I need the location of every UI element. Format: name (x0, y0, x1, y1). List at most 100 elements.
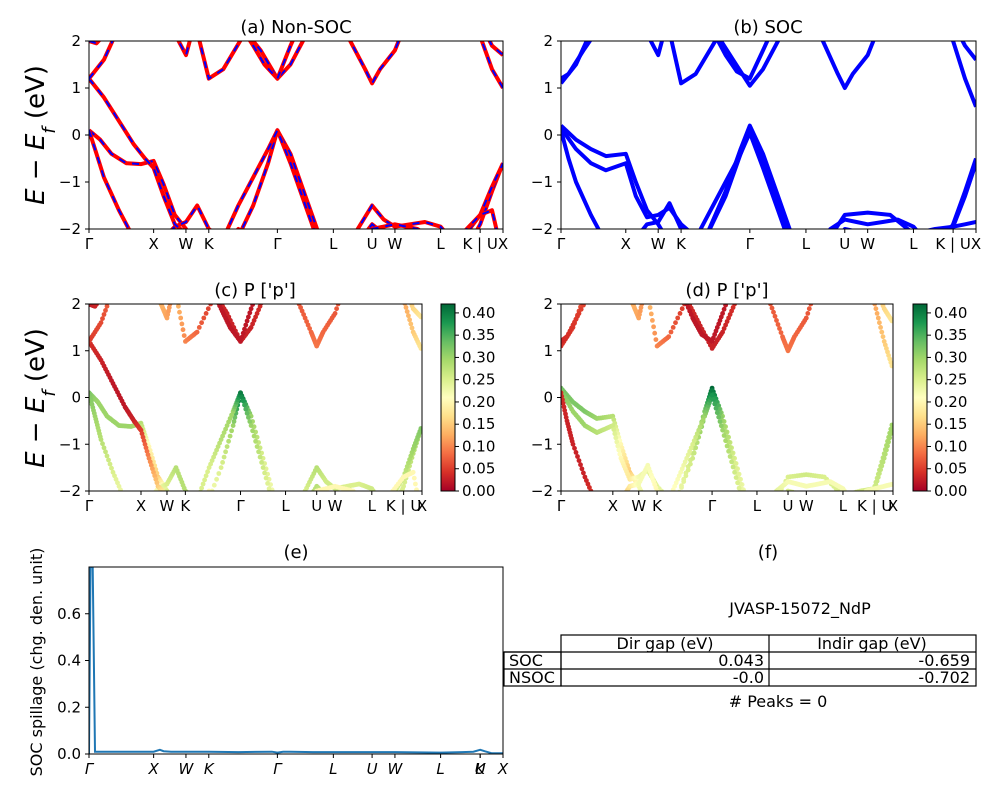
band-point (827, 521, 832, 526)
x-tick-label: X (971, 235, 981, 253)
band-point (210, 492, 215, 497)
band-point (678, 490, 680, 491)
band-point (287, 254, 292, 259)
band-point (727, 454, 733, 459)
band-point (103, 290, 108, 295)
band-point (813, 269, 818, 274)
band-point (650, 517, 655, 522)
peaks-count: # Peaks = 0 (729, 692, 828, 711)
band-point (886, 439, 891, 445)
band-point (735, 480, 740, 486)
x-tick-label: W (631, 497, 646, 515)
band-point (192, 510, 197, 515)
band-point (399, 294, 404, 299)
band-point (889, 318, 893, 324)
colorbar-tick-label: 0.20 (934, 393, 967, 411)
band-point (374, 257, 379, 262)
colorbar (440, 303, 456, 492)
x-tick-label: U (783, 497, 794, 515)
band-point (175, 515, 180, 520)
band-point (766, 519, 771, 524)
band-point (409, 325, 415, 331)
band-point (219, 503, 224, 508)
band-point (831, 526, 836, 531)
band-point (758, 267, 763, 272)
band-point (292, 527, 297, 532)
x-tick-label: U (367, 760, 378, 778)
band-point (116, 276, 121, 281)
x-tick-label: Γ (273, 760, 283, 778)
band-point (648, 279, 653, 284)
band-point (246, 314, 251, 320)
x-tick-label: Γ (236, 497, 245, 515)
band-point (671, 490, 673, 491)
band-point (771, 309, 776, 315)
y-tick-label: −2 (531, 220, 553, 238)
band-point (295, 523, 300, 528)
band-point (164, 490, 166, 491)
band-point (366, 257, 371, 262)
band-point (779, 270, 784, 275)
band-point (104, 453, 110, 459)
band-point (182, 515, 187, 520)
band-point (720, 329, 725, 335)
band-point (187, 490, 189, 491)
band-point (877, 295, 882, 300)
band-point (326, 274, 331, 279)
band-point (120, 270, 125, 275)
band-point (615, 443, 621, 449)
band-point (103, 449, 108, 455)
band-point (213, 496, 218, 501)
band-point (615, 262, 620, 267)
band-point (741, 492, 746, 497)
x-tick-label: Γ (708, 497, 717, 515)
band-point (180, 327, 186, 333)
band-point (401, 283, 406, 288)
band-point (627, 291, 632, 296)
band-point (878, 298, 883, 303)
band-point (273, 507, 278, 512)
band-point (231, 509, 236, 514)
header-indir-gap: Indir gap (eV) (817, 634, 927, 653)
band-point (597, 262, 602, 267)
x-tick-label: W (388, 235, 403, 253)
band-point (723, 304, 728, 308)
band-point (100, 316, 105, 321)
band-point (770, 503, 775, 508)
band-point (243, 406, 249, 412)
band-point (655, 288, 660, 293)
band-point (348, 520, 353, 525)
band-point (672, 281, 677, 286)
band-point (271, 503, 276, 508)
band-point (144, 253, 149, 258)
band-point (180, 274, 185, 279)
band-point (884, 447, 889, 453)
band-point (369, 535, 374, 540)
y-tick-label: −2 (59, 482, 81, 500)
band-point (661, 520, 666, 525)
band-point (363, 260, 368, 265)
band-point (127, 502, 132, 507)
band-point (270, 497, 275, 502)
band-point (614, 439, 620, 445)
band-line-0 (89, 128, 503, 229)
y-tick-label: 1 (543, 342, 553, 360)
band-point (175, 298, 180, 303)
band-point (847, 492, 852, 497)
band-point (342, 269, 347, 274)
band-point (290, 510, 295, 515)
y-tick-label: 0.2 (57, 698, 81, 716)
band-point (773, 499, 778, 504)
y-tick-label: 0.4 (57, 652, 81, 670)
band-point (822, 264, 827, 269)
band-point (856, 263, 861, 268)
band-point (263, 475, 269, 481)
band-point (756, 252, 761, 257)
band-point (749, 257, 754, 262)
band-point (181, 277, 186, 282)
band-point (117, 276, 122, 281)
band-point (232, 415, 238, 420)
band-point (301, 496, 306, 501)
band-point (399, 281, 404, 286)
band-point (394, 285, 399, 290)
